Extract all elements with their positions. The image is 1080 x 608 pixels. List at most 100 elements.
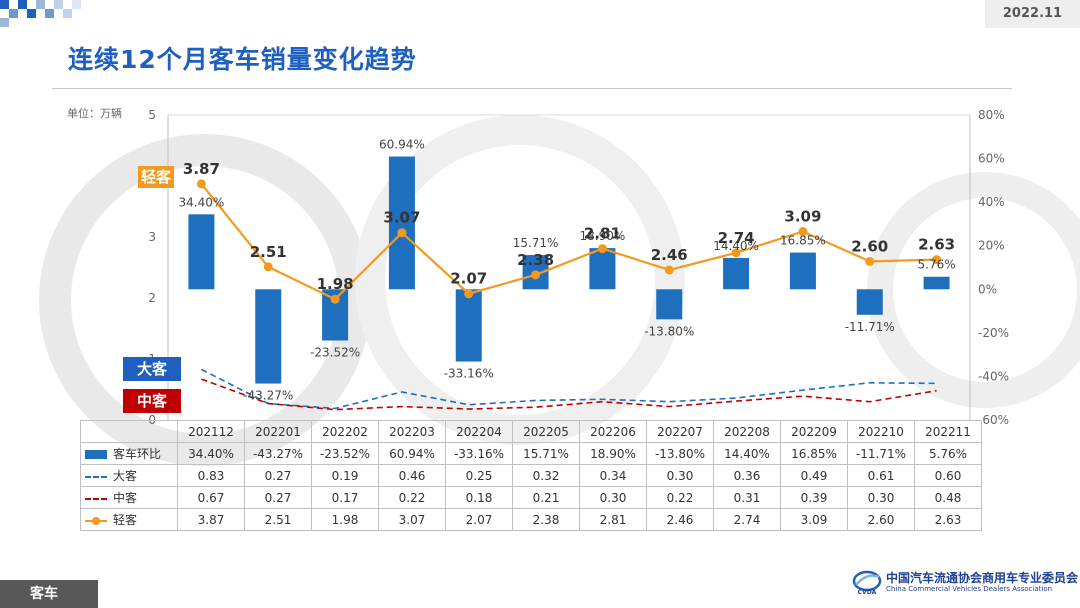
mom-cell: 60.94% <box>378 442 446 465</box>
unit-label: 单位：万辆 <box>67 107 122 120</box>
left-axis-tick: 5 <box>148 108 156 122</box>
report-date-badge: 2022.11 <box>985 0 1080 28</box>
light-bus-marker <box>798 227 808 237</box>
mom-cell: 16.85% <box>780 442 848 465</box>
mom-bar <box>388 156 415 290</box>
light-bus-marker <box>865 256 875 266</box>
month-cell: 202209 <box>780 420 848 443</box>
light-bus-marker <box>196 179 206 189</box>
svg-text:CVDA: CVDA <box>858 589 877 596</box>
light-bus-cell: 2.07 <box>445 508 513 531</box>
data-table: 202112 202201 202202 202203 202204 20220… <box>80 420 982 531</box>
medium-bus-cell: 0.39 <box>780 486 848 509</box>
right-axis-tick: -60% <box>978 413 1009 427</box>
row-label-text: 轻客 <box>113 513 138 527</box>
light-bus-cell: 2.74 <box>713 508 781 531</box>
org-name-en: China Commercial Vehicles Dealers Associ… <box>886 585 1053 593</box>
month-cell: 202203 <box>378 420 446 443</box>
light-bus-marker <box>597 244 607 254</box>
org-name-cn: 中国汽车流通协会商用车专业委员会 <box>886 571 1079 585</box>
table-corner-cell <box>80 420 178 443</box>
mom-bar <box>923 276 950 290</box>
light-bus-marker <box>731 248 741 258</box>
light-bus-value-label: 2.81 <box>584 225 621 243</box>
mom-bar <box>723 257 750 290</box>
table-row-mom: 客车环比 34.40% -43.27% -23.52% 60.94% -33.1… <box>80 442 982 465</box>
light-bus-value-label: 3.07 <box>383 209 420 227</box>
light-bus-value-label: 2.51 <box>250 243 287 261</box>
light-bus-value-label: 2.46 <box>651 246 688 264</box>
light-bus-marker <box>531 270 541 280</box>
large-bus-cell: 0.30 <box>646 464 714 487</box>
light-bus-cell: 2.46 <box>646 508 714 531</box>
large-bus-tag: 大客 <box>123 357 181 381</box>
light-bus-value-label: 3.09 <box>784 208 821 226</box>
mom-bar-label: -13.80% <box>644 324 694 338</box>
light-bus-value-label: 2.63 <box>918 236 955 254</box>
mom-cell: -43.27% <box>244 442 312 465</box>
right-axis-tick: 0% <box>978 282 997 296</box>
mom-cell: -13.80% <box>646 442 714 465</box>
month-cell: 202211 <box>914 420 982 443</box>
marker-legend-swatch <box>85 516 107 525</box>
mom-bar <box>656 289 683 320</box>
large-bus-line <box>201 368 937 410</box>
light-bus-value-label: 2.74 <box>718 229 755 247</box>
month-cell: 202207 <box>646 420 714 443</box>
right-axis-tick: 40% <box>978 195 1005 209</box>
large-bus-cell: 0.32 <box>512 464 580 487</box>
medium-bus-cell: 0.30 <box>847 486 915 509</box>
mom-bar <box>188 214 215 290</box>
row-label-mom: 客车环比 <box>80 442 178 465</box>
light-bus-cell: 2.51 <box>244 508 312 531</box>
right-axis-tick: -40% <box>978 369 1009 383</box>
mom-cell: 5.76% <box>914 442 982 465</box>
medium-bus-cell: 0.18 <box>445 486 513 509</box>
org-logo-icon: CVDA <box>852 570 882 596</box>
mom-bar <box>255 289 282 384</box>
mom-bar-label: -33.16% <box>444 367 494 381</box>
large-bus-cell: 0.34 <box>579 464 647 487</box>
page-title: 连续12个月客车销量变化趋势 <box>68 45 417 74</box>
large-bus-cell: 0.36 <box>713 464 781 487</box>
header-checker-decoration <box>0 0 81 27</box>
medium-bus-cell: 0.21 <box>512 486 580 509</box>
large-bus-cell: 0.19 <box>311 464 379 487</box>
light-bus-cell: 2.63 <box>914 508 982 531</box>
medium-bus-cell: 0.67 <box>177 486 245 509</box>
light-bus-cell: 1.98 <box>311 508 379 531</box>
mom-cell: -11.71% <box>847 442 915 465</box>
large-bus-cell: 0.61 <box>847 464 915 487</box>
month-cell: 202206 <box>579 420 647 443</box>
light-bus-cell: 2.60 <box>847 508 915 531</box>
mom-cell: 34.40% <box>177 442 245 465</box>
mom-bar-label: 60.94% <box>379 138 425 152</box>
row-label-light-bus: 轻客 <box>80 508 178 531</box>
mom-cell: 15.71% <box>512 442 580 465</box>
row-label-text: 客车环比 <box>113 447 162 461</box>
right-axis-tick: 60% <box>978 152 1005 166</box>
light-bus-line <box>200 183 937 301</box>
mom-bar-label: 14.40% <box>713 239 759 253</box>
medium-bus-cell: 0.22 <box>378 486 446 509</box>
mom-cell: 14.40% <box>713 442 781 465</box>
medium-bus-tag: 中客 <box>123 389 181 413</box>
section-tag: 客车 <box>0 580 98 608</box>
light-bus-marker <box>397 228 407 238</box>
mom-cell: -23.52% <box>311 442 379 465</box>
left-axis-tick: 3 <box>148 230 156 244</box>
large-bus-cell: 0.83 <box>177 464 245 487</box>
light-bus-marker <box>464 289 474 299</box>
medium-bus-cell: 0.22 <box>646 486 714 509</box>
mom-bar-label: -23.52% <box>310 346 360 360</box>
medium-bus-line <box>201 378 937 411</box>
row-label-medium-bus: 中客 <box>80 486 178 509</box>
mom-bar-label: -43.27% <box>243 389 293 403</box>
right-axis-tick: -20% <box>978 326 1009 340</box>
light-bus-tag: 轻客 <box>138 166 174 188</box>
light-bus-cell: 3.07 <box>378 508 446 531</box>
light-bus-value-label: 1.98 <box>317 275 354 293</box>
mom-bar <box>589 248 616 290</box>
light-bus-marker <box>664 265 674 275</box>
